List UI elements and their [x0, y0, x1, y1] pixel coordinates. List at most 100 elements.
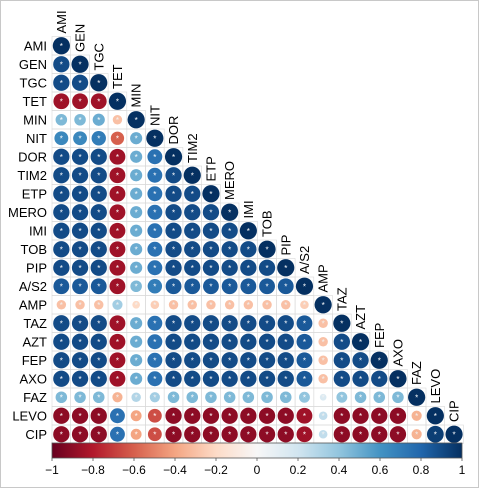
- correlation-circle-imi-min: [130, 224, 143, 237]
- significance-marker: *: [60, 153, 63, 162]
- significance-marker: *: [209, 356, 212, 365]
- correlation-circle-faz-nit: [149, 392, 160, 403]
- correlation-circle-faz-imi: [242, 391, 255, 404]
- correlation-circle-azt-as2: [296, 333, 313, 350]
- correlation-circle-dor-tgc: [90, 148, 107, 165]
- significance-marker: *: [78, 301, 81, 310]
- significance-marker: *: [322, 356, 325, 365]
- column-label: AZT: [353, 305, 368, 330]
- correlation-circle-cip-nit: [147, 427, 162, 442]
- significance-marker: *: [247, 338, 250, 347]
- significance-marker: *: [135, 338, 138, 347]
- significance-marker: *: [60, 134, 63, 143]
- column-label: NIT: [147, 105, 162, 126]
- correlation-circle-azt-mero: [221, 333, 238, 350]
- significance-marker: *: [209, 301, 212, 310]
- significance-marker: *: [116, 393, 119, 402]
- significance-marker: *: [116, 264, 119, 273]
- correlation-circle-fep-fep: [370, 351, 388, 369]
- significance-marker: *: [209, 208, 212, 217]
- row-labels: AMI GEN TGC TET MIN NIT DOR TIM2 ETP MERO IMI TOB PI…: [8, 38, 47, 442]
- significance-marker: *: [153, 134, 156, 143]
- significance-marker: *: [97, 393, 100, 402]
- correlation-circle-taz-as2: [296, 315, 313, 332]
- significance-marker: *: [247, 264, 250, 273]
- correlation-circle-dor-nit: [147, 149, 163, 165]
- significance-marker: *: [209, 412, 212, 421]
- significance-marker: *: [153, 319, 156, 328]
- significance-marker: *: [359, 356, 362, 365]
- significance-marker: *: [116, 97, 119, 106]
- significance-marker: *: [97, 208, 100, 217]
- colorbar-tick-label: −0.2: [204, 463, 228, 477]
- colorbar-tick-label: 0.4: [331, 463, 348, 477]
- correlation-circle-cip-cip: [445, 425, 463, 443]
- correlation-circle-faz-amp: [319, 393, 327, 401]
- correlation-circle-tim2-tet: [109, 167, 126, 184]
- correlation-circle-fep-min: [130, 354, 143, 367]
- correlation-circle-taz-gen: [71, 315, 89, 332]
- correlation-circle-imi-nit: [147, 223, 163, 239]
- significance-marker: *: [396, 393, 399, 402]
- significance-marker: *: [116, 245, 119, 254]
- significance-marker: *: [135, 116, 138, 125]
- column-label: FEP: [372, 323, 387, 348]
- significance-marker: *: [247, 412, 250, 421]
- correlation-circle-mero-tgc: [90, 204, 107, 221]
- correlation-circle-azt-taz: [333, 333, 351, 350]
- significance-marker: *: [284, 356, 287, 365]
- significance-marker: *: [153, 356, 156, 365]
- correlation-circle-etp-tgc: [90, 185, 107, 202]
- significance-marker: *: [172, 319, 175, 328]
- significance-marker: *: [247, 393, 250, 402]
- significance-marker: *: [78, 264, 81, 273]
- correlation-circle-mero-dor: [165, 204, 182, 221]
- significance-marker: *: [265, 393, 268, 402]
- significance-marker: *: [303, 301, 306, 310]
- correlation-circle-fep-taz: [333, 352, 351, 369]
- correlation-circle-faz-mero: [223, 391, 236, 404]
- correlation-circle-pip-pip: [277, 259, 295, 277]
- significance-marker: *: [191, 430, 194, 439]
- correlation-circle-imi-tet: [109, 222, 126, 239]
- column-label: IMI: [241, 200, 256, 218]
- significance-marker: *: [135, 208, 138, 217]
- correlation-circle-taz-nit: [147, 315, 163, 331]
- significance-marker: *: [191, 282, 194, 291]
- significance-marker: *: [172, 412, 175, 421]
- correlation-circle-tim2-dor: [165, 167, 182, 184]
- correlation-circle-cip-axo: [389, 426, 407, 443]
- significance-marker: *: [191, 338, 194, 347]
- correlation-circle-taz-amp: [318, 318, 328, 328]
- significance-marker: *: [396, 430, 399, 439]
- correlation-circle-imi-imi: [239, 222, 257, 240]
- significance-marker: *: [228, 356, 231, 365]
- significance-marker: *: [191, 190, 194, 199]
- significance-marker: *: [153, 393, 156, 402]
- significance-marker: *: [116, 319, 119, 328]
- significance-marker: *: [322, 393, 325, 402]
- colorbar-tick-label: 0.6: [372, 463, 389, 477]
- significance-marker: *: [153, 190, 156, 199]
- significance-marker: *: [228, 393, 231, 402]
- correlation-circle-tim2-tim2: [183, 166, 201, 184]
- correlation-circle-tim2-min: [130, 169, 143, 182]
- correlation-circle-pip-tob: [258, 259, 276, 276]
- significance-marker: *: [247, 282, 250, 291]
- correlation-circle-levo-min: [130, 410, 142, 422]
- significance-marker: *: [415, 430, 418, 439]
- significance-marker: *: [265, 301, 268, 310]
- correlation-circle-axo-tgc: [90, 370, 107, 387]
- correlation-circle-pip-ami: [53, 259, 70, 276]
- correlation-circle-tim2-gen: [71, 167, 89, 184]
- significance-marker: *: [116, 430, 119, 439]
- correlation-circle-taz-imi: [240, 315, 257, 332]
- correlation-circle-cip-mero: [221, 426, 238, 443]
- correlation-circle-faz-etp: [205, 391, 217, 404]
- correlation-circle-cip-faz: [411, 429, 422, 440]
- correlation-circle-etp-etp: [202, 185, 220, 203]
- correlation-circle-nit-tet: [110, 131, 125, 145]
- correlation-circle-tim2-ami: [53, 167, 70, 184]
- significance-marker: *: [191, 227, 194, 236]
- significance-marker: *: [340, 356, 343, 365]
